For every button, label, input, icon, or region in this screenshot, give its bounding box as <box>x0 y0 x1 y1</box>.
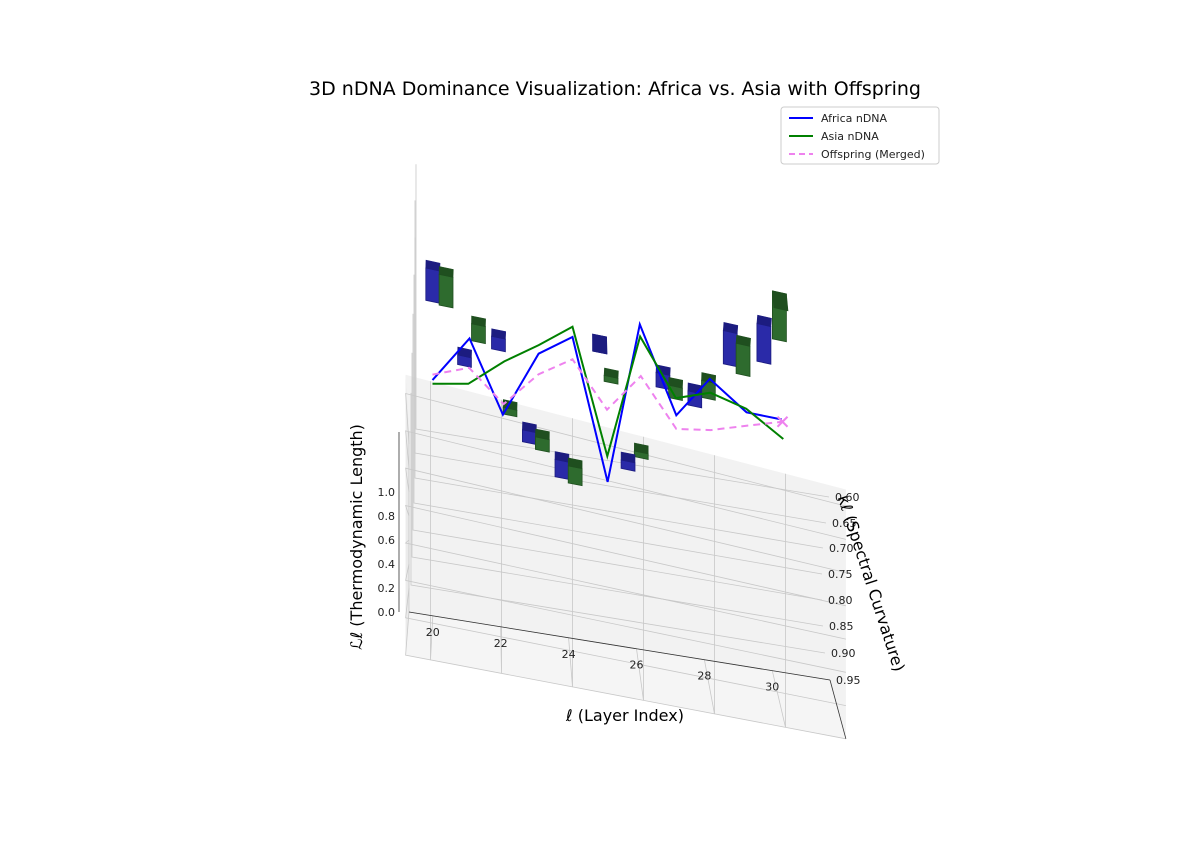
x-tick-label: 30 <box>765 681 779 694</box>
bar-africa-top <box>592 333 608 355</box>
x-tick-label: 24 <box>562 648 576 661</box>
bar-africa <box>592 333 608 355</box>
bar-africa-front <box>722 330 738 368</box>
bar-asia <box>567 457 583 487</box>
z-tick-label: 0.2 <box>378 582 396 595</box>
x-tick-label: 20 <box>426 626 440 639</box>
y-axis-line <box>829 679 847 739</box>
z-tick-label: 0.4 <box>378 558 396 571</box>
grid-line-z <box>405 430 846 540</box>
bar-asia-top <box>633 442 649 455</box>
grid-line-y <box>415 164 830 498</box>
grid-line-z <box>405 392 846 507</box>
bar-africa-front <box>425 267 441 304</box>
bar-africa <box>756 314 772 365</box>
bar-africa-top <box>620 451 636 464</box>
y-tick-label: 0.95 <box>836 674 861 687</box>
bar-africa <box>620 451 636 472</box>
bar-africa-front <box>756 323 772 365</box>
grid-line-z <box>405 467 846 573</box>
z-tick-label: 0.8 <box>378 510 396 523</box>
y-tick-label: 0.65 <box>832 517 857 530</box>
legend-label-asia: Asia nDNA <box>821 130 879 143</box>
bar-asia-top <box>438 266 454 278</box>
y-tick-label: 0.60 <box>835 491 860 504</box>
bar-asia <box>668 377 684 401</box>
y-tick-label: 0.70 <box>829 542 854 555</box>
grid-line-z <box>405 611 846 740</box>
grid-line-z <box>404 539 846 640</box>
grid-line-y <box>412 313 823 601</box>
bar-asia-front <box>471 323 486 345</box>
legend: Africa nDNA Asia nDNA Offspring (Merged) <box>780 106 940 165</box>
bar-africa <box>457 346 472 368</box>
bar-africa-top <box>756 314 772 327</box>
legend-box <box>780 106 940 165</box>
y-tick-label: 0.85 <box>829 620 854 633</box>
bar-africa-front <box>554 458 570 480</box>
bar-asia-top <box>772 290 789 312</box>
bar-africa <box>425 259 441 304</box>
bar-asia-top <box>567 457 583 469</box>
bar-africa <box>554 451 570 480</box>
side-pane <box>405 374 409 656</box>
bar-asia <box>603 367 619 385</box>
bar-asia-front <box>438 273 454 309</box>
bar-asia-top <box>735 334 751 347</box>
grid-line-y <box>413 274 823 575</box>
bar-africa <box>522 421 537 445</box>
bar-africa-top <box>491 328 507 340</box>
z-tick-label: 0.6 <box>378 534 396 547</box>
x-axis-line <box>408 611 831 681</box>
x-axis-label: ℓ (Layer Index) <box>565 706 684 725</box>
series-line-offspring <box>432 358 783 432</box>
series-line-africa <box>431 320 782 483</box>
y-tick-label: 0.90 <box>831 647 856 660</box>
grid-line-z <box>405 587 846 706</box>
bar-asia <box>633 442 649 460</box>
offspring-end-marker <box>776 416 789 428</box>
bar-asia <box>772 290 789 343</box>
grid-lines <box>398 164 847 740</box>
series-line-asia <box>432 325 784 461</box>
x-tick-label: 22 <box>494 637 508 650</box>
z-axis-label: ℒℓ (Thermodynamic Length) <box>347 424 366 650</box>
x-tick-label: 26 <box>630 659 644 672</box>
bar-asia <box>535 428 550 453</box>
bar-asia-top <box>668 377 684 389</box>
bar-asia-front <box>735 342 751 377</box>
bar-asia-front <box>567 465 583 487</box>
y-tick-label: 0.75 <box>828 568 853 581</box>
series-lines <box>431 320 789 483</box>
bar-asia <box>438 266 454 309</box>
grid-line-y <box>411 352 824 627</box>
grid-line-y <box>414 237 824 549</box>
legend-label-offspring: Offspring (Merged) <box>821 148 925 161</box>
bar-asia-top <box>535 428 550 441</box>
y-tick-label: 0.80 <box>828 594 853 607</box>
axis-panes <box>405 374 846 739</box>
x-tick-label: 28 <box>697 670 711 683</box>
tick-labels: 20 22 24 26 28 30 0.60 0.65 0.70 0.75 0.80 0.85 0.90… <box>378 486 861 694</box>
grid-line-y <box>410 392 826 654</box>
bar-asia <box>735 334 751 377</box>
bar-asia <box>471 315 486 345</box>
legend-label-africa: Africa nDNA <box>821 112 888 125</box>
bar-asia-top <box>471 315 486 327</box>
chart-title: 3D nDNA Dominance Visualization: Africa … <box>309 78 921 100</box>
bar-asia-front <box>701 379 716 401</box>
bar-africa <box>722 322 739 368</box>
floor-pane <box>405 612 846 739</box>
grid-line-z <box>405 563 846 673</box>
z-tick-label: 0.0 <box>378 606 396 619</box>
bar-africa-top <box>722 322 739 334</box>
bar-africa <box>491 328 507 353</box>
bar-asia-top <box>603 367 619 379</box>
grid-line-z <box>405 505 846 607</box>
bars <box>425 259 789 487</box>
z-tick-label: 1.0 <box>378 486 396 499</box>
